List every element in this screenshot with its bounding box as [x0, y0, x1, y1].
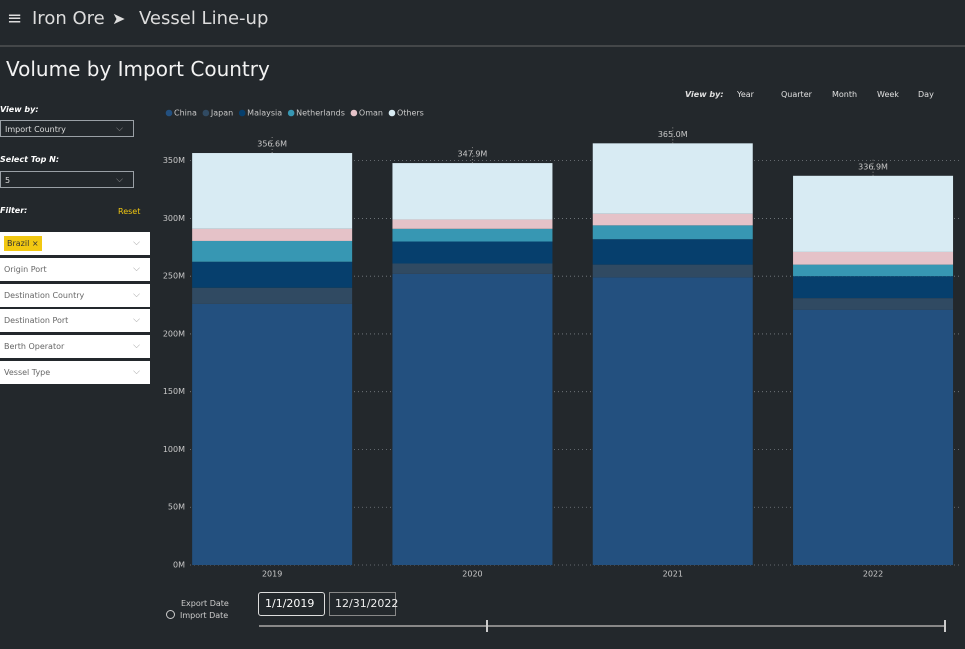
x-tick-label: 2019: [262, 570, 282, 579]
legend-label: China: [174, 109, 197, 118]
start-date[interactable]: 1/1/2019: [258, 592, 325, 616]
chevron: ⌵: [133, 341, 140, 352]
filter-text: Destination Port: [4, 316, 69, 326]
breadcrumb: Iron Ore: [32, 8, 105, 29]
legend-dot: [388, 109, 396, 117]
bar-segment: [392, 228, 553, 242]
bar-segment: [592, 277, 753, 565]
chart-title: Volume by Import Country: [6, 57, 270, 81]
filter-text: Berth Operator: [4, 342, 65, 352]
filter-label: Filter:: [0, 206, 28, 215]
bar-segment: [793, 264, 954, 277]
bar-segment: [793, 309, 954, 565]
legend-label: Japan: [210, 109, 233, 118]
bar-segment: [793, 276, 954, 299]
x-tick-label: 2020: [462, 570, 482, 579]
y-tick-label: 300M: [163, 214, 185, 223]
chip-text: Brazil: [7, 239, 30, 248]
x-tick-label: 2022: [863, 570, 883, 579]
filter-box[interactable]: Brazil × ⌵: [0, 232, 150, 255]
total-label: 347.9M: [458, 150, 488, 159]
total-label: 336.9M: [858, 162, 888, 171]
top-n-label: Select Top N:: [0, 155, 60, 164]
total-label: 356.6M: [257, 140, 287, 149]
bar-segment: [192, 240, 353, 262]
chevron: ⌵: [133, 367, 140, 377]
chip-remove[interactable]: ×: [29, 239, 39, 248]
bar-segment: [192, 287, 353, 304]
legend-dot: [165, 109, 173, 117]
view-by-option[interactable]: Quarter: [781, 90, 812, 99]
dropdown-value: 5: [5, 176, 11, 185]
filter-box[interactable]: Destination Country ⌵: [0, 283, 150, 307]
filter-chip[interactable]: Brazil ×: [4, 236, 42, 251]
filter-text: Vessel Type: [4, 368, 51, 377]
breadcrumb-arrow: ➤: [112, 9, 126, 28]
view-by-option[interactable]: Day: [918, 90, 934, 99]
legend-label: Oman: [359, 109, 383, 118]
bar-segment: [392, 263, 553, 274]
filter-box[interactable]: Vessel Type ⌵: [0, 361, 150, 384]
y-tick-label: 0M: [173, 561, 185, 570]
bar-segment: [793, 298, 954, 310]
breadcrumb-page: Vessel Line-up: [139, 8, 269, 29]
reset-button[interactable]: Reset: [118, 207, 141, 216]
view-by-label: View by:: [0, 105, 39, 114]
y-tick-label: 100M: [163, 445, 185, 454]
bar-segment: [392, 219, 553, 229]
legend-dot: [350, 109, 358, 117]
chevron: ⌵: [133, 315, 140, 326]
date-option[interactable]: Import Date: [166, 610, 228, 620]
bar-segment: [592, 225, 753, 240]
date-option-text: Import Date: [180, 611, 229, 620]
bar-segment: [392, 241, 553, 264]
legend-dot: [287, 109, 295, 117]
y-tick-label: 50M: [168, 503, 185, 512]
total-label: 365.0M: [658, 130, 688, 139]
bar-segment: [592, 264, 753, 278]
legend-label: Others: [397, 109, 424, 118]
chevron: ⌵: [133, 289, 140, 300]
legend-dot: [202, 109, 210, 117]
bar-segment: [793, 251, 954, 265]
chevron: ⌵: [133, 263, 140, 274]
view-by-option[interactable]: Month: [832, 90, 858, 99]
dropdown[interactable]: Import Country ⌵: [0, 120, 134, 137]
legend-label: Malaysia: [247, 109, 282, 118]
end-date[interactable]: 12/31/2022: [329, 592, 398, 616]
bar-segment: [592, 239, 753, 265]
filter-box[interactable]: Berth Operator ⌵: [0, 335, 150, 359]
y-tick-label: 150M: [163, 387, 185, 396]
bar-segment: [592, 143, 753, 214]
bar-segment: [392, 163, 553, 220]
view-by-label: View by:: [685, 90, 724, 99]
bar-segment: [192, 303, 353, 565]
view-by-option[interactable]: Week: [877, 90, 899, 99]
bar-segment: [192, 153, 353, 229]
filter-box[interactable]: Destination Port ⌵: [0, 309, 150, 333]
x-tick-label: 2021: [663, 570, 683, 579]
dropdown-value: Import Country: [5, 125, 66, 134]
legend-dot: [238, 109, 246, 117]
bar-segment: [192, 228, 353, 241]
filter-text: Origin Port: [4, 264, 47, 274]
chevron: ⌵: [133, 238, 140, 248]
menu-icon[interactable]: ≡: [7, 8, 23, 29]
bar-segment: [793, 175, 954, 252]
bar-segment: [592, 213, 753, 226]
bar-segment: [392, 273, 553, 565]
date-option[interactable]: Export Date: [181, 599, 229, 608]
y-tick-label: 350M: [163, 156, 185, 165]
bar-segment: [192, 261, 353, 288]
y-tick-label: 200M: [163, 329, 185, 338]
dropdown[interactable]: 5 ⌵: [0, 171, 134, 188]
filter-box[interactable]: Origin Port ⌵: [0, 257, 150, 281]
plot: 0M 50M 100M 150M 200M 250M 300M 350M China Japan M…: [163, 109, 960, 579]
filter-text: Destination Country: [4, 290, 85, 300]
y-tick-label: 250M: [163, 272, 185, 281]
view-by-option[interactable]: Year: [737, 90, 754, 99]
legend-label: Netherlands: [296, 109, 345, 118]
